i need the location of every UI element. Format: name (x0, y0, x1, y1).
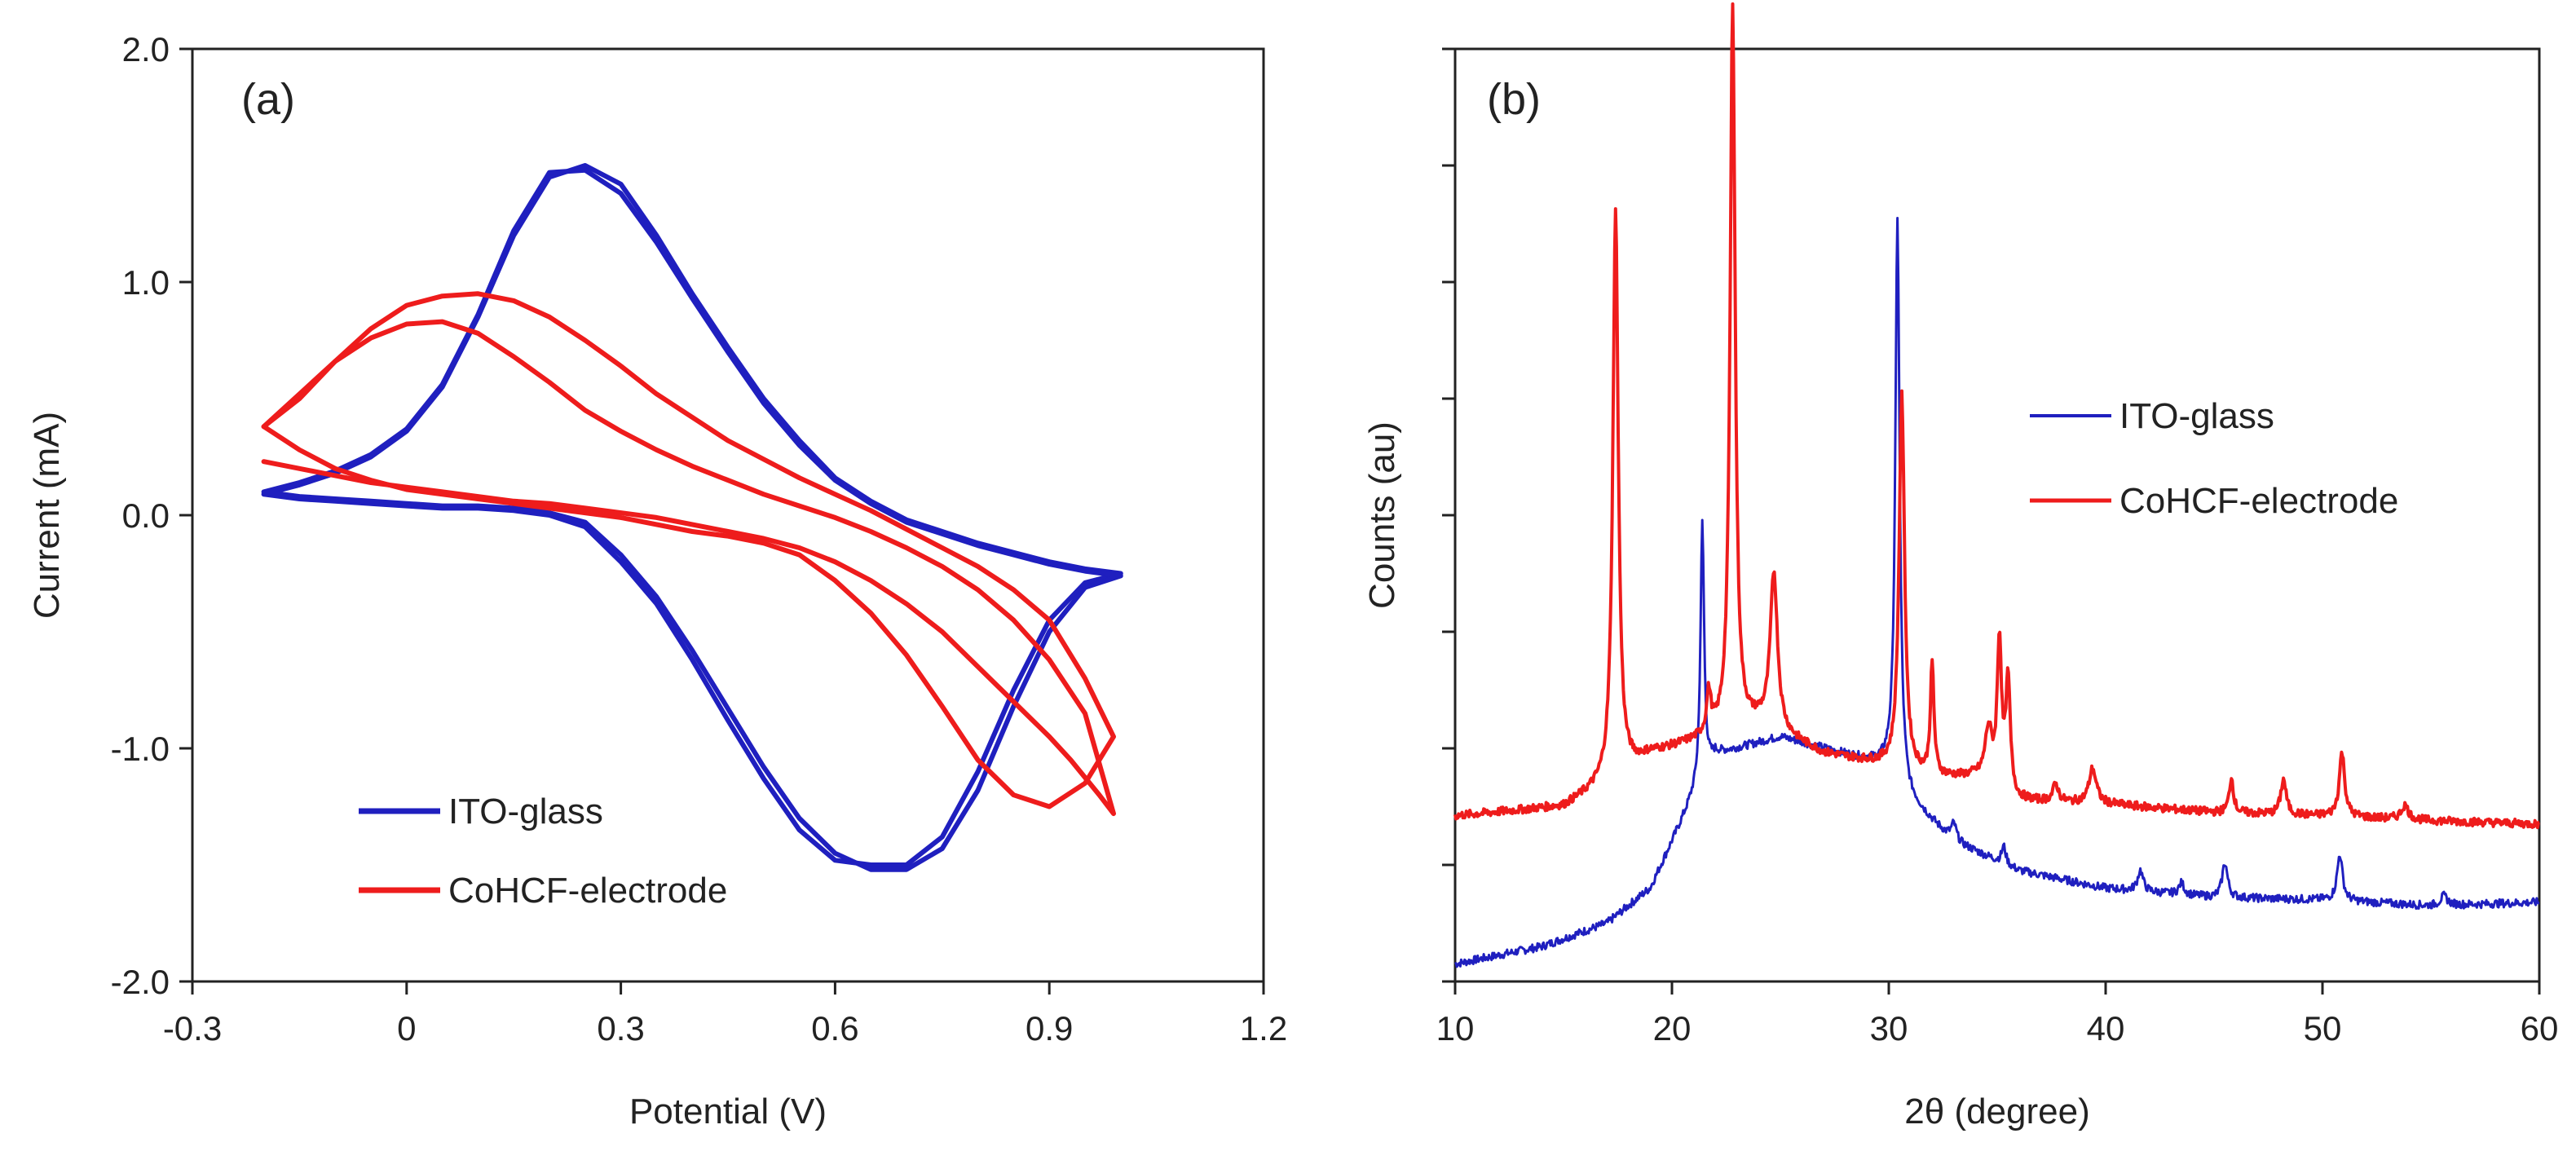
a-x-tick-label: 0.3 (597, 1009, 644, 1048)
panel-label-a: (a) (241, 75, 295, 124)
legend-label-ito-a: ITO-glass (448, 792, 603, 831)
a-x-tick-label: 0.6 (811, 1009, 858, 1048)
b-x-tick-label: 10 (1436, 1009, 1475, 1048)
a-x-tick-label: -0.3 (163, 1009, 222, 1048)
legend-label-cohcf-a: CoHCF-electrode (448, 871, 727, 911)
a-x-tick-label: 1.2 (1240, 1009, 1287, 1048)
b-x-tick-label: 40 (2087, 1009, 2125, 1048)
ito-glass-xrd-trace (1454, 217, 2540, 968)
data-a (261, 163, 1123, 872)
plot-area-a (191, 47, 1265, 983)
b-x-tick-label: 20 (1653, 1009, 1692, 1048)
b-x-tick-label: 50 (2304, 1009, 2342, 1048)
b-x-tick-label: 60 (2521, 1009, 2559, 1048)
legend-label-cohcf-b: CoHCF-electrode (2119, 481, 2398, 521)
y-axis-title-a: Current (mA) (27, 412, 67, 619)
ito-glass-cv-cycle-2 (261, 167, 1123, 872)
cv-panel: -0.3 0 0.3 0.6 0.9 1.2 -2.0 -1.0 0.0 1.0 2.0 (a) P… (27, 30, 1287, 1131)
b-x-tick-label: 30 (1870, 1009, 1908, 1048)
a-y-tick-label: -1.0 (111, 730, 170, 768)
cohcf-electrode-cv-cycle-1 (261, 291, 1116, 809)
tick-marks-a: -0.3 0 0.3 0.6 0.9 1.2 -2.0 -1.0 0.0 1.0 2.0 (111, 30, 1288, 1048)
a-y-tick-label: 2.0 (122, 30, 170, 68)
data-b (1453, 2, 2540, 968)
legend-a: ITO-glass CoHCF-electrode (359, 792, 727, 911)
a-y-tick-label: -2.0 (111, 963, 170, 1001)
x-axis-title-a: Potential (V) (629, 1092, 827, 1131)
xrd-panel: 10 20 30 40 50 60 (b) 2θ (degree) Counts (au)… (1362, 2, 2559, 1131)
tick-marks-b: 10 20 30 40 50 60 (1436, 47, 2559, 1048)
a-y-tick-label: 1.0 (122, 263, 170, 302)
a-x-tick-label: 0 (397, 1009, 416, 1048)
panel-label-b: (b) (1487, 75, 1541, 124)
cohcf-electrode-xrd-trace (1453, 2, 2540, 830)
x-axis-title-b: 2θ (degree) (1904, 1092, 2089, 1131)
cohcf-electrode-cv-cycle-2 (261, 319, 1116, 817)
a-y-tick-label: 0.0 (122, 496, 170, 535)
a-x-tick-label: 0.9 (1026, 1009, 1073, 1048)
legend-b: ITO-glass CoHCF-electrode (2030, 396, 2398, 521)
y-axis-title-b: Counts (au) (1362, 421, 1402, 609)
legend-label-ito-b: ITO-glass (2119, 396, 2274, 436)
